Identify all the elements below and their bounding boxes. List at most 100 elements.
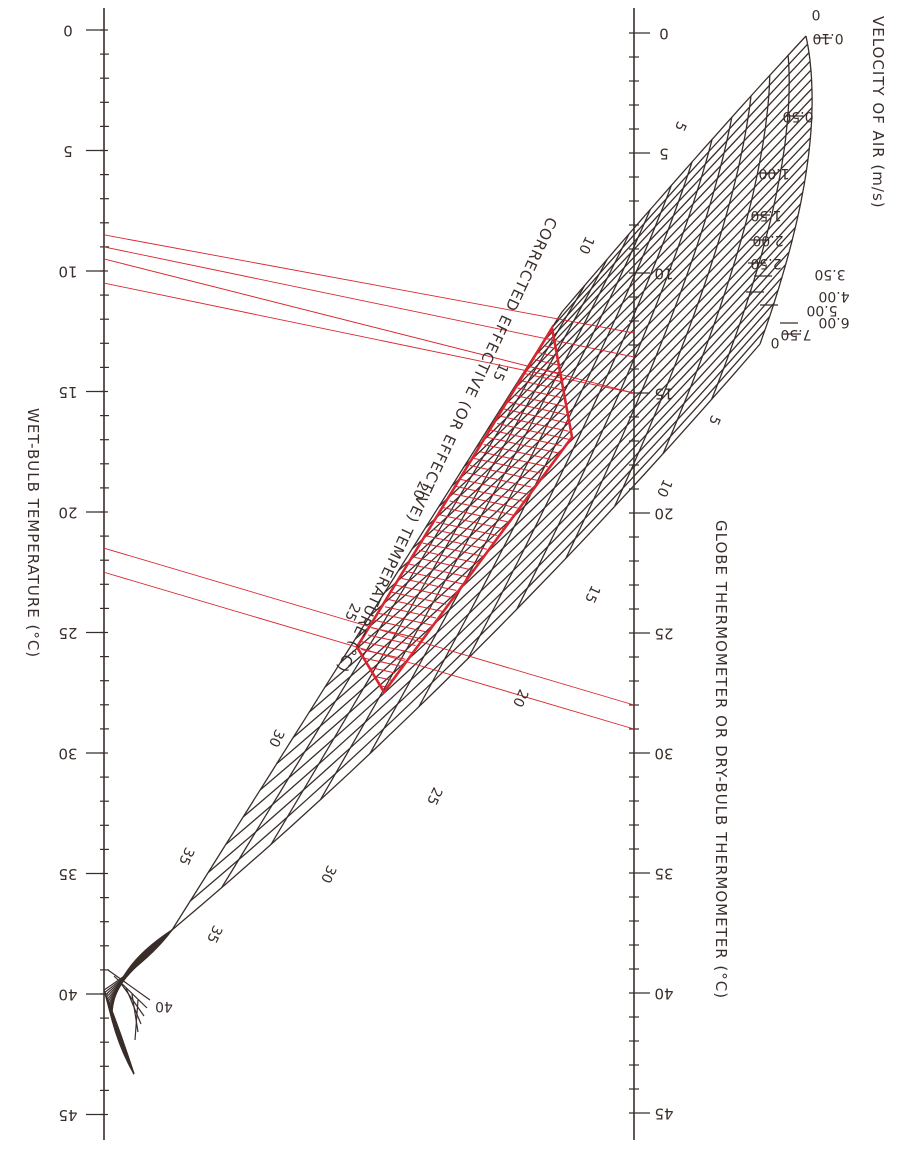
velocity-label: 7.50	[780, 326, 811, 342]
et-upper-label: 10	[575, 234, 597, 257]
et-rung	[398, 169, 807, 571]
comfort-zone-outline	[355, 324, 574, 695]
comfort-zone-hatch	[452, 493, 518, 509]
comfort-zone-hatch	[367, 634, 416, 647]
comfort-zone-hatch	[534, 359, 559, 366]
et-rung	[425, 147, 810, 528]
comfort-zone-hatch	[469, 464, 539, 482]
comfort-zone-hatch	[432, 528, 494, 544]
velocity-label: 5.00	[806, 302, 837, 318]
comfort-zone-hatch	[439, 514, 505, 530]
tail-rung	[134, 999, 139, 1041]
tail-rung	[119, 981, 145, 1017]
comfort-zone-hatch	[388, 598, 443, 613]
et-rung	[225, 302, 775, 845]
wet-bulb-tick-label: 20	[58, 504, 77, 522]
tail-rung	[107, 969, 151, 1001]
et-lower-label: 35	[203, 923, 225, 946]
et-rung	[292, 251, 790, 739]
et-lower-label: 15	[581, 583, 603, 606]
et-upper-label: 15	[489, 361, 511, 384]
et-rung	[561, 35, 807, 313]
et-rung	[510, 78, 813, 394]
comfort-zone-hatch	[517, 387, 562, 399]
et-rung	[475, 107, 813, 448]
globe-tick-label: 10	[654, 265, 673, 283]
wet-bulb-axis-label: WET-BULB TEMPERATURE (°C)	[24, 408, 42, 658]
comfort-zone-hatch	[524, 372, 562, 383]
comfort-zone-hatch	[507, 401, 566, 416]
velocity-label: 1.50	[750, 207, 781, 223]
wet-bulb-guide-line	[103, 234, 635, 334]
et-rung	[259, 276, 783, 791]
et-lower-label: 40	[155, 998, 173, 1014]
velocity-scale: 0.10 0.50 1.00 1.50 2.00 2.50 3.50 4.005.006.00…	[746, 6, 850, 350]
et-lower-label: 20	[509, 687, 531, 710]
et-upper-label: 25	[341, 601, 363, 624]
comfort-zone-hatch	[503, 408, 569, 424]
comfort-zone-hatch	[473, 457, 542, 474]
comfort-zone-hatch	[442, 506, 508, 523]
et-rung	[531, 60, 811, 360]
et-rung	[411, 158, 809, 550]
comfort-zone	[103, 234, 635, 730]
velocity-label: 6.00	[818, 314, 849, 330]
comfort-zone-hatch	[395, 584, 454, 599]
globe-tick-label: 40	[654, 985, 673, 1003]
et-lower-label: 10	[653, 477, 675, 500]
wet-bulb-guide-line	[103, 258, 635, 394]
et-rung	[354, 203, 801, 640]
comfort-zone-hatch	[483, 443, 552, 461]
velocity-label: 4.00	[818, 288, 849, 304]
globe-tick-label: 0	[659, 25, 669, 43]
lower-grid-tail	[103, 929, 173, 1075]
velocity-et-grid	[171, 35, 813, 931]
et-rung	[242, 289, 779, 818]
globe-tick-label: 20	[654, 505, 673, 523]
comfort-zone-hatch	[378, 612, 433, 626]
wet-bulb-guide-line	[103, 246, 635, 358]
comfort-zone-hatch	[544, 345, 556, 349]
comfort-zone-hatch	[381, 685, 386, 688]
comfort-zone-hatch	[497, 422, 569, 440]
wet-bulb-tick-label: 0	[63, 22, 73, 40]
wet-bulb-tick-label: 35	[58, 865, 77, 883]
et-rung	[189, 329, 766, 902]
et-upper-label: 20	[409, 479, 431, 502]
et-rung	[542, 52, 810, 344]
et-lower-label: 25	[423, 785, 445, 808]
comfort-zone-hatch	[412, 556, 474, 571]
globe-tick-label: 35	[654, 865, 673, 883]
comfort-zone-hatch	[449, 500, 515, 516]
et-rung	[276, 264, 787, 765]
comfort-zone-hatch	[408, 563, 467, 578]
velocity-end-label: 0	[771, 334, 780, 350]
comfort-zone-hatch	[374, 619, 426, 633]
comfort-zone-hatch	[384, 606, 437, 619]
comfort-zone-hatch	[371, 667, 396, 674]
velocity-axis-label: VELOCITY OF AIR (m/s)	[869, 16, 887, 209]
velocity-end-label: 0	[812, 6, 821, 22]
comfort-zone-hatch	[500, 415, 569, 432]
wet-bulb-guide-line	[103, 547, 635, 706]
wet-bulb-tick-label: 15	[58, 383, 77, 401]
comfort-zone-hatch	[418, 549, 477, 564]
comfort-zone-hatch	[486, 436, 559, 454]
globe-tick-label: 5	[659, 145, 669, 163]
comfort-zone-hatch	[425, 535, 488, 550]
velocity-label: 2.00	[752, 232, 783, 248]
et-rung	[339, 215, 799, 664]
velocity-curve	[613, 95, 752, 507]
globe-tick-label: 25	[654, 625, 673, 643]
comfort-zone-hatch	[466, 472, 532, 488]
globe-tick-label: 45	[654, 1105, 673, 1123]
comfort-zone-hatch	[537, 351, 556, 357]
wet-bulb-tick-label: 45	[58, 1106, 77, 1124]
wet-bulb-tick-label: 5	[63, 142, 73, 160]
globe-tick-label: 30	[654, 745, 673, 763]
comfort-zone-hatch	[520, 380, 562, 391]
wet-bulb-tick-label: 30	[58, 745, 77, 763]
comfort-zone-hatch	[514, 394, 566, 408]
